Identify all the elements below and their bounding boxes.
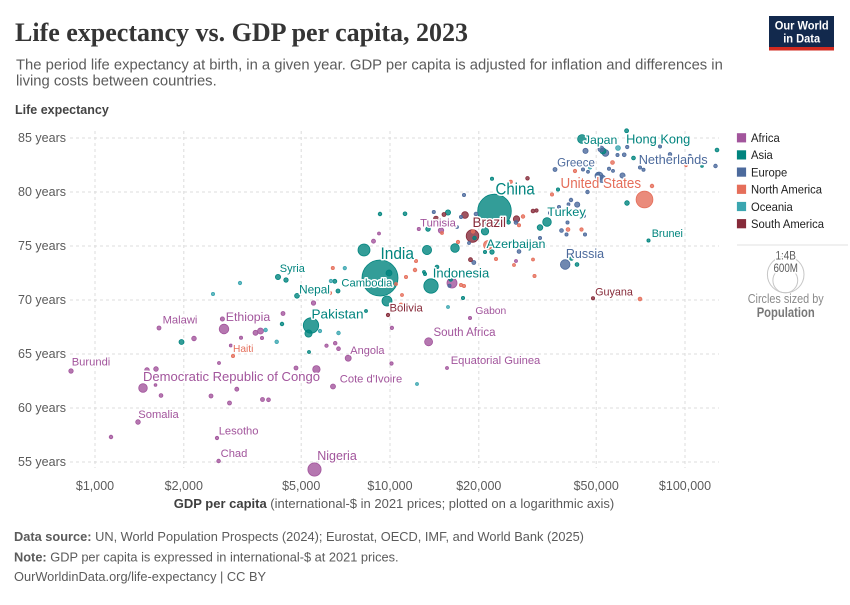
svg-text:living costs between countries: living costs between countries. — [16, 74, 217, 90]
svg-text:Cote d'Ivoire: Cote d'Ivoire — [340, 373, 402, 385]
svg-text:Life expectancy vs. GDP per ca: Life expectancy vs. GDP per capita, 2023 — [15, 18, 468, 47]
svg-text:Haiti: Haiti — [233, 344, 253, 355]
svg-text:Nigeria: Nigeria — [317, 449, 357, 463]
svg-text:85 years: 85 years — [18, 131, 66, 145]
svg-text:$1,000: $1,000 — [76, 479, 114, 493]
svg-text:Equatorial Guinea: Equatorial Guinea — [451, 355, 541, 367]
svg-text:Chad: Chad — [221, 448, 248, 460]
svg-text:Circles sized by: Circles sized by — [748, 292, 825, 306]
svg-text:Angola: Angola — [350, 345, 385, 357]
svg-text:$100,000: $100,000 — [659, 479, 711, 493]
svg-text:Japan: Japan — [584, 133, 618, 147]
svg-text:in Data: in Data — [783, 32, 820, 46]
svg-text:1:4B: 1:4B — [775, 251, 796, 263]
svg-text:65 years: 65 years — [18, 347, 66, 361]
svg-text:Pakistan: Pakistan — [312, 307, 364, 322]
svg-text:600M: 600M — [773, 263, 798, 275]
svg-text:United States: United States — [561, 176, 642, 192]
svg-text:Democratic Republic of Congo: Democratic Republic of Congo — [143, 369, 320, 384]
svg-text:60 years: 60 years — [18, 401, 66, 415]
svg-text:Somalia: Somalia — [138, 409, 179, 421]
svg-text:Azerbaijan: Azerbaijan — [487, 237, 546, 251]
svg-text:Brazil: Brazil — [473, 215, 507, 230]
svg-text:Population: Population — [757, 305, 815, 320]
svg-text:Brunei: Brunei — [652, 228, 683, 240]
svg-text:55 years: 55 years — [18, 455, 66, 469]
svg-text:Malawi: Malawi — [163, 315, 198, 327]
svg-text:$20,000: $20,000 — [456, 479, 501, 493]
svg-text:Lesotho: Lesotho — [219, 425, 259, 437]
svg-text:Bolivia: Bolivia — [389, 302, 423, 314]
svg-text:75 years: 75 years — [18, 239, 66, 253]
svg-text:Hong Kong: Hong Kong — [626, 132, 690, 147]
svg-text:70 years: 70 years — [18, 293, 66, 307]
svg-text:$10,000: $10,000 — [367, 479, 412, 493]
svg-text:Asia: Asia — [751, 148, 773, 162]
svg-text:Syria: Syria — [280, 263, 306, 275]
svg-text:Cambodia: Cambodia — [341, 278, 393, 290]
svg-text:South Africa: South Africa — [433, 327, 496, 339]
svg-text:Tunisia: Tunisia — [420, 218, 456, 230]
svg-text:Russia: Russia — [566, 247, 604, 261]
svg-text:Burundi: Burundi — [72, 356, 111, 368]
svg-text:OurWorldinData.org/life-expect: OurWorldinData.org/life-expectancy | CC … — [14, 569, 266, 584]
svg-text:Indonesia: Indonesia — [433, 266, 490, 281]
svg-text:Nepal: Nepal — [299, 283, 330, 297]
svg-text:GDP per capita (international-: GDP per capita (international-$ in 2021 … — [174, 496, 615, 511]
svg-text:$5,000: $5,000 — [282, 479, 320, 493]
svg-text:Ethiopia: Ethiopia — [226, 310, 271, 324]
svg-text:Guyana: Guyana — [595, 287, 633, 299]
svg-text:South America: South America — [751, 217, 824, 231]
svg-text:China: China — [496, 180, 536, 199]
svg-text:India: India — [380, 244, 414, 263]
svg-text:Life expectancy: Life expectancy — [15, 103, 109, 117]
svg-text:$2,000: $2,000 — [165, 479, 203, 493]
svg-text:Gabon: Gabon — [475, 306, 506, 317]
svg-text:North America: North America — [751, 183, 822, 197]
svg-text:Greece: Greece — [557, 158, 595, 170]
svg-text:The period life expectancy at: The period life expectancy at birth, in … — [16, 58, 723, 74]
svg-text:Africa: Africa — [751, 131, 780, 145]
svg-text:Oceania: Oceania — [751, 200, 793, 214]
svg-text:$50,000: $50,000 — [574, 479, 619, 493]
svg-text:Our World: Our World — [775, 19, 829, 33]
svg-text:Netherlands: Netherlands — [639, 152, 708, 167]
svg-text:80 years: 80 years — [18, 185, 66, 199]
svg-text:Data source: UN, World Populat: Data source: UN, World Population Prospe… — [14, 529, 584, 544]
svg-text:Turkey: Turkey — [547, 205, 586, 219]
svg-text:Note: GDP per capita is expres: Note: GDP per capita is expressed in int… — [14, 550, 399, 565]
svg-text:Europe: Europe — [751, 165, 787, 179]
